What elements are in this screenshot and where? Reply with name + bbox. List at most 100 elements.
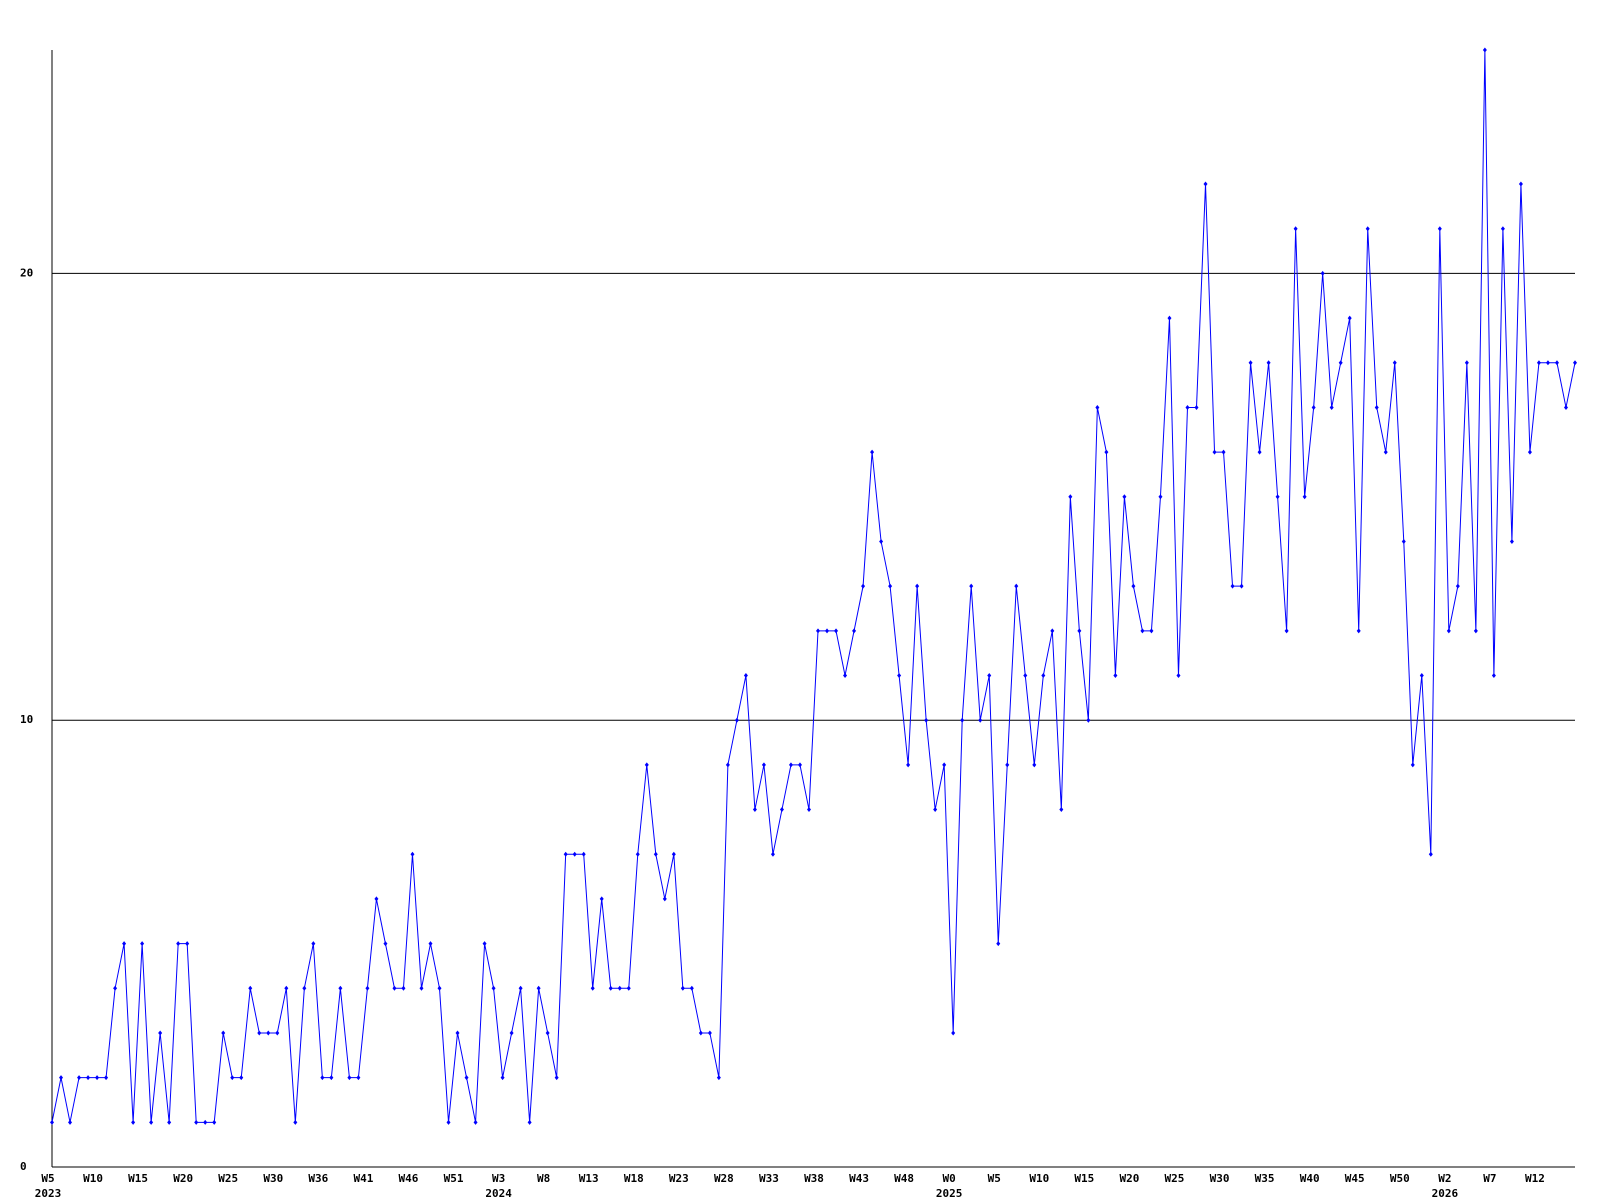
point <box>527 1119 532 1125</box>
point <box>1374 404 1379 410</box>
point <box>329 1075 334 1081</box>
x-tick-label: W38 <box>804 1172 824 1185</box>
x-tick-label: W51 <box>444 1172 464 1185</box>
point <box>770 851 775 857</box>
point <box>158 1030 163 1036</box>
point <box>1032 762 1037 768</box>
point <box>104 1075 109 1081</box>
point <box>1122 494 1127 500</box>
point <box>554 1075 559 1081</box>
point <box>572 851 577 857</box>
point <box>140 941 145 947</box>
point <box>320 1075 325 1081</box>
point <box>1401 538 1406 544</box>
x-tick-label: W36 <box>308 1172 328 1185</box>
point <box>1293 226 1298 232</box>
x-tick-label: W23 <box>669 1172 689 1185</box>
x-tick-label: W30 <box>263 1172 283 1185</box>
x-tick-label: W45 <box>1345 1172 1365 1185</box>
point <box>752 807 757 813</box>
point <box>455 1030 460 1036</box>
point <box>374 896 379 902</box>
point <box>1284 628 1289 634</box>
point <box>906 762 911 768</box>
point <box>257 1030 262 1036</box>
point <box>284 985 289 991</box>
point <box>617 985 622 991</box>
point <box>987 673 992 679</box>
point <box>870 449 875 455</box>
point <box>1131 583 1136 589</box>
point <box>734 717 739 723</box>
point <box>482 941 487 947</box>
point <box>131 1119 136 1125</box>
point <box>1473 628 1478 634</box>
x-tick-label: W25 <box>218 1172 238 1185</box>
x-tick-label: W10 <box>1029 1172 1049 1185</box>
point <box>203 1119 208 1125</box>
point <box>1356 628 1361 634</box>
point <box>996 941 1001 947</box>
point <box>951 1030 956 1036</box>
point <box>122 941 127 947</box>
x-tick-label: W12 <box>1525 1172 1545 1185</box>
point <box>834 628 839 634</box>
point <box>230 1075 235 1081</box>
point <box>843 673 848 679</box>
point <box>590 985 595 991</box>
point <box>464 1075 469 1081</box>
point <box>1419 673 1424 679</box>
x-tick-label: W10 <box>83 1172 103 1185</box>
point <box>879 538 884 544</box>
x-tick-label: W5 <box>41 1172 54 1185</box>
point <box>1140 628 1145 634</box>
point <box>671 851 676 857</box>
point <box>1158 494 1163 500</box>
x-tick-label: W25 <box>1165 1172 1185 1185</box>
point <box>167 1119 172 1125</box>
x-year-label: 2023 <box>35 1187 62 1200</box>
point <box>1338 360 1343 366</box>
point <box>1500 226 1505 232</box>
point <box>1257 449 1262 455</box>
point <box>626 985 631 991</box>
point <box>248 985 253 991</box>
point <box>635 851 640 857</box>
point <box>1275 494 1280 500</box>
point <box>446 1119 451 1125</box>
point <box>689 985 694 991</box>
point <box>509 1030 514 1036</box>
x-tick-label: W33 <box>759 1172 779 1185</box>
point <box>1536 360 1541 366</box>
point <box>743 673 748 679</box>
point <box>924 717 929 723</box>
point <box>1491 673 1496 679</box>
point <box>437 985 442 991</box>
x-tick-label: W18 <box>624 1172 644 1185</box>
point <box>1014 583 1019 589</box>
point <box>1077 628 1082 634</box>
x-tick-label: W28 <box>714 1172 734 1185</box>
point <box>239 1075 244 1081</box>
line <box>51 49 1576 1123</box>
point <box>518 985 523 991</box>
point <box>680 985 685 991</box>
point <box>1437 226 1442 232</box>
point <box>1383 449 1388 455</box>
point <box>806 807 811 813</box>
point <box>1239 583 1244 589</box>
point <box>1302 494 1307 500</box>
point <box>428 941 433 947</box>
point <box>1104 449 1109 455</box>
point <box>500 1075 505 1081</box>
point <box>1365 226 1370 232</box>
point <box>1221 449 1226 455</box>
point <box>185 941 190 947</box>
y-tick-label: 0 <box>20 1160 27 1173</box>
point <box>653 851 658 857</box>
x-tick-label: W20 <box>173 1172 193 1185</box>
point <box>176 941 181 947</box>
point <box>852 628 857 634</box>
point <box>816 628 821 634</box>
point <box>194 1119 199 1125</box>
